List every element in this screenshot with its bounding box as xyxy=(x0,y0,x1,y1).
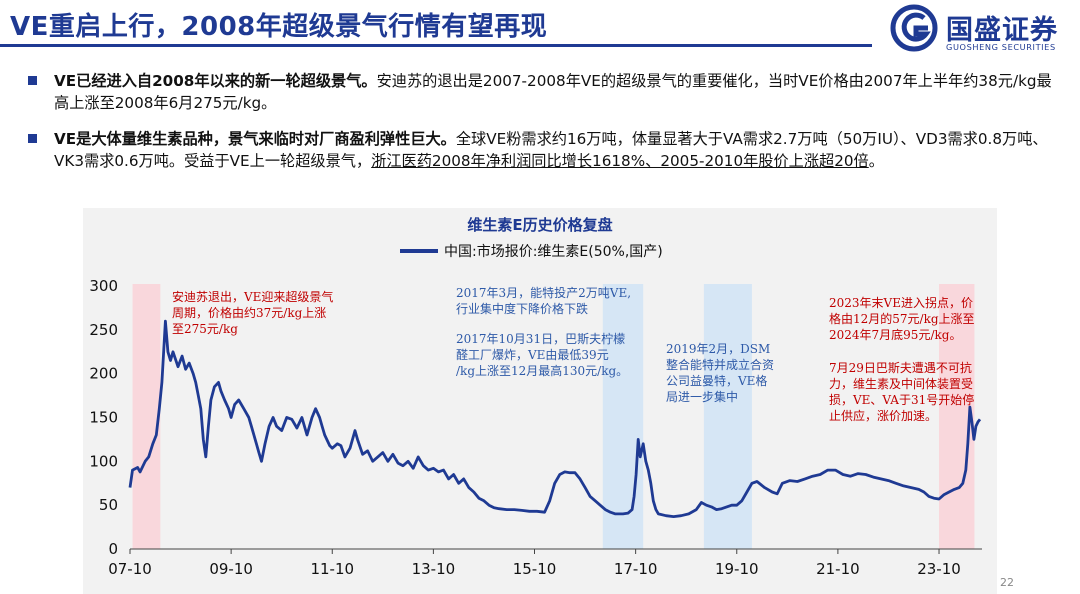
annotation-basf-explosion: 2017年10月31日，巴斯夫柠檬醛工厂爆炸，VE由最低39元/kg上涨至12月… xyxy=(456,331,628,378)
annotation-line: 2024年7月底95元/kg。 xyxy=(829,327,961,342)
bullet-bold: VE已经进入自2008年以来的新一轮超级景气。 xyxy=(54,72,377,90)
x-tick-label: 19-10 xyxy=(715,560,759,578)
company-logo: 国盛证券 GUOSHENG SECURITIES xyxy=(890,4,1070,56)
annotation-line: 至275元/kg xyxy=(172,322,238,336)
logo-text: 国盛证券 xyxy=(946,15,1058,46)
page-title: VE重启上行，2008年超级景气行情有望再现 xyxy=(10,12,548,42)
x-tick-label: 15-10 xyxy=(513,560,557,578)
annotation-line: 整合能特并成立合资 xyxy=(666,357,774,372)
title-underline xyxy=(0,44,872,47)
bullet-item: VE已经进入自2008年以来的新一轮超级景气。安迪苏的退出是2007-2008年… xyxy=(26,70,1062,114)
logo-icon xyxy=(890,4,938,52)
bullet-tail: 。 xyxy=(868,152,884,170)
x-tick-label: 21-10 xyxy=(816,560,860,578)
x-tick-label: 17-10 xyxy=(614,560,658,578)
legend-label: 中国:市场报价:维生素E(50%,国产) xyxy=(444,243,663,260)
highlight-band-1 xyxy=(132,284,161,549)
y-tick-label: 0 xyxy=(108,540,118,558)
page-number: 22 xyxy=(1000,576,1014,589)
annotation-line: 周期，价格由约37元/kg上涨 xyxy=(172,305,326,320)
annotation-line: 公司益曼特，VE格 xyxy=(666,373,767,388)
bullet-text: 全球VE粉需求约16万吨，体量显著大于VA需求2.7万吨（50万IU）、VD3需… xyxy=(54,130,1048,170)
y-tick-label: 100 xyxy=(89,452,118,470)
chart-title: 维生素E历史价格复盘 xyxy=(467,216,613,234)
y-tick-label: 300 xyxy=(89,277,118,295)
annotation-line: 格由12月的57元/kg上涨至 xyxy=(829,311,975,326)
highlight-band-2 xyxy=(602,284,644,549)
annotation-line: 2017年10月31日，巴斯夫柠檬 xyxy=(456,331,625,346)
x-tick-label: 07-10 xyxy=(108,560,152,578)
bullet-item: VE是大体量维生素品种，景气来临时对厂商盈利弹性巨大。全球VE粉需求约16万吨，… xyxy=(26,128,1062,172)
x-tick-label: 09-10 xyxy=(209,560,253,578)
annotation-line: 局进一步集中 xyxy=(666,389,738,404)
logo-subtext: GUOSHENG SECURITIES xyxy=(946,42,1056,52)
annotation-line: 力，维生素及中间体装置受 xyxy=(829,376,973,391)
bullet-bold: VE是大体量维生素品种，景气来临时对厂商盈利弹性巨大。 xyxy=(54,130,456,148)
y-tick-label: 250 xyxy=(89,321,118,339)
annotation-line: 行业集中度下降价格下跌 xyxy=(456,301,588,316)
x-tick-label: 13-10 xyxy=(412,560,456,578)
chart-panel: 维生素E历史价格复盘 xyxy=(83,208,997,594)
annotation-line: 2019年2月，DSM xyxy=(666,342,770,356)
annotation-basf-force-majeure: 7月29日巴斯夫遭遇不可抗力，维生素及中间体装置受损，VE、VA于31号开始停止… xyxy=(829,360,974,423)
annotation-line: 损，VE、VA于31号开始停 xyxy=(829,392,974,407)
x-tick-label: 11-10 xyxy=(310,560,354,578)
bullet-text: 安迪苏的退出是2007-2008年VE的超级景气的重要催化，当时VE价格由200… xyxy=(54,72,1052,112)
annotation-line: 7月29日巴斯夫遭遇不可抗 xyxy=(829,360,972,375)
series-line-ve-price xyxy=(128,319,982,518)
y-tick-label: 150 xyxy=(89,409,118,427)
annotation-line: 2023年末VE进入拐点，价 xyxy=(829,295,973,310)
annotation-nhu-expansion: 2017年3月，能特投产2万吨VE,行业集中度下降价格下跌 xyxy=(456,285,631,316)
annotation-line: 止供应，涨价加速。 xyxy=(829,408,937,423)
bullet-list: VE已经进入自2008年以来的新一轮超级景气。安迪苏的退出是2007-2008年… xyxy=(26,70,1062,186)
highlight-band-3 xyxy=(703,284,752,549)
y-tick-label: 50 xyxy=(99,496,118,514)
bullet-underlined-text: 浙江医药2008年净利润同比增长1618%、2005-2010年股价上涨超20倍 xyxy=(371,152,869,170)
x-tick-label: 23-10 xyxy=(917,560,961,578)
annotation-line: 醛工厂爆炸，VE由最低39元 xyxy=(456,347,609,362)
annotation-2023-turning-point: 2023年末VE进入拐点，价格由12月的57元/kg上涨至2024年7月底95元… xyxy=(829,295,975,342)
annotation-line: 2017年3月，能特投产2万吨VE, xyxy=(456,285,631,300)
annotation-line: /kg上涨至12月最高130元/kg。 xyxy=(456,363,628,378)
annotation-line: 安迪苏退出，VE迎来超级景气 xyxy=(172,289,333,304)
y-tick-label: 200 xyxy=(89,365,118,383)
